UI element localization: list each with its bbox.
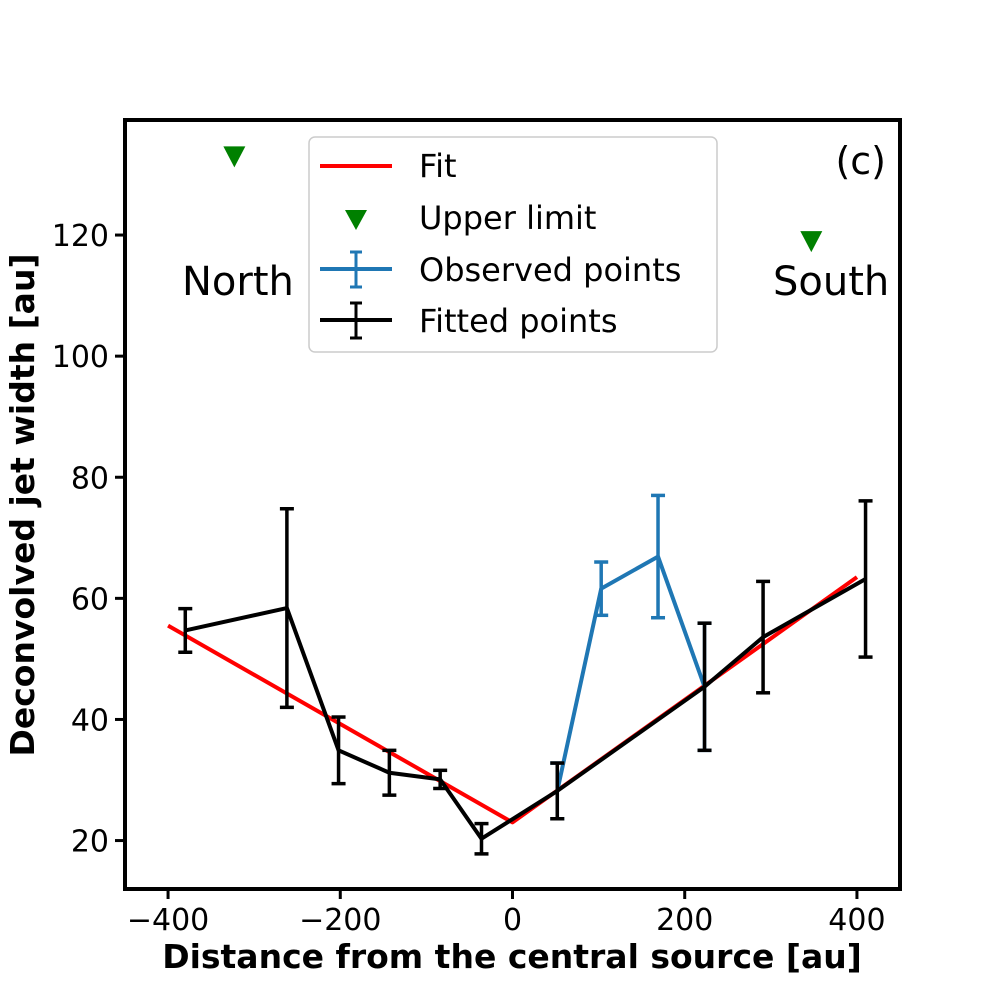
x-axis-title: Distance from the central source [au] (162, 937, 862, 976)
fitted-errorbar-3 (382, 748, 397, 797)
series-layer (167, 146, 873, 856)
legend-observed-label: Observed points (419, 251, 681, 289)
plot-frame (123, 118, 902, 891)
fitted-errorbar-2 (331, 715, 346, 786)
y-tick-label-0: 20 (71, 825, 109, 860)
x-tick-label-1: −200 (299, 903, 381, 938)
legend: Fit Upper limit Observed points Fitted p… (308, 136, 718, 353)
upper-limit-marker-1 (800, 231, 823, 253)
fitted-errorbar-4 (433, 768, 448, 791)
fitted-errorbar-8 (756, 579, 771, 695)
legend-upper-limit-swatch (345, 210, 367, 230)
upper-limit-marker-0 (223, 146, 246, 168)
x-tick-label-3: 200 (656, 903, 713, 938)
fitted-line (184, 577, 867, 841)
legend-fitted-label: Fitted points (419, 302, 618, 340)
legend-fit-label: Fit (419, 147, 457, 185)
fitted-errorbar-5 (474, 821, 489, 856)
fit-line (167, 575, 859, 825)
fitted-errorbar-1 (279, 506, 294, 710)
observed-line (555, 554, 707, 792)
fitted-errorbar-0 (178, 606, 193, 654)
legend-box (308, 136, 718, 353)
annotation-south: South (773, 259, 889, 305)
y-axis-title: Deconvolved jet width [au] (3, 253, 42, 756)
fitted-errorbar-9 (858, 499, 873, 659)
x-tick-label-2: 0 (503, 903, 522, 938)
y-tick-label-2: 60 (71, 582, 109, 617)
observed-errorbar-2 (651, 493, 666, 620)
fitted-series (178, 499, 873, 856)
fitted-errorbar-6 (550, 761, 565, 821)
x-tick-label-4: 400 (828, 903, 885, 938)
annotation-north: North (182, 259, 294, 305)
y-tick-label-4: 100 (52, 340, 109, 375)
observed-series (550, 493, 712, 821)
legend-observed-swatch (320, 250, 392, 289)
y-tick-label-5: 120 (52, 219, 109, 254)
panel-label: (c) (835, 139, 886, 183)
legend-fitted-swatch (320, 301, 392, 340)
fitted-errorbar-7 (697, 621, 712, 753)
observed-errorbar-1 (594, 560, 609, 618)
y-tick-label-3: 80 (71, 461, 109, 496)
legend-upper-limit-label: Upper limit (419, 199, 596, 237)
x-tick-label-0: −400 (127, 903, 209, 938)
y-tick-label-1: 40 (71, 703, 109, 738)
ticks-layer: −400 −200 0 200 400 20 40 60 80 100 120 (52, 219, 886, 938)
